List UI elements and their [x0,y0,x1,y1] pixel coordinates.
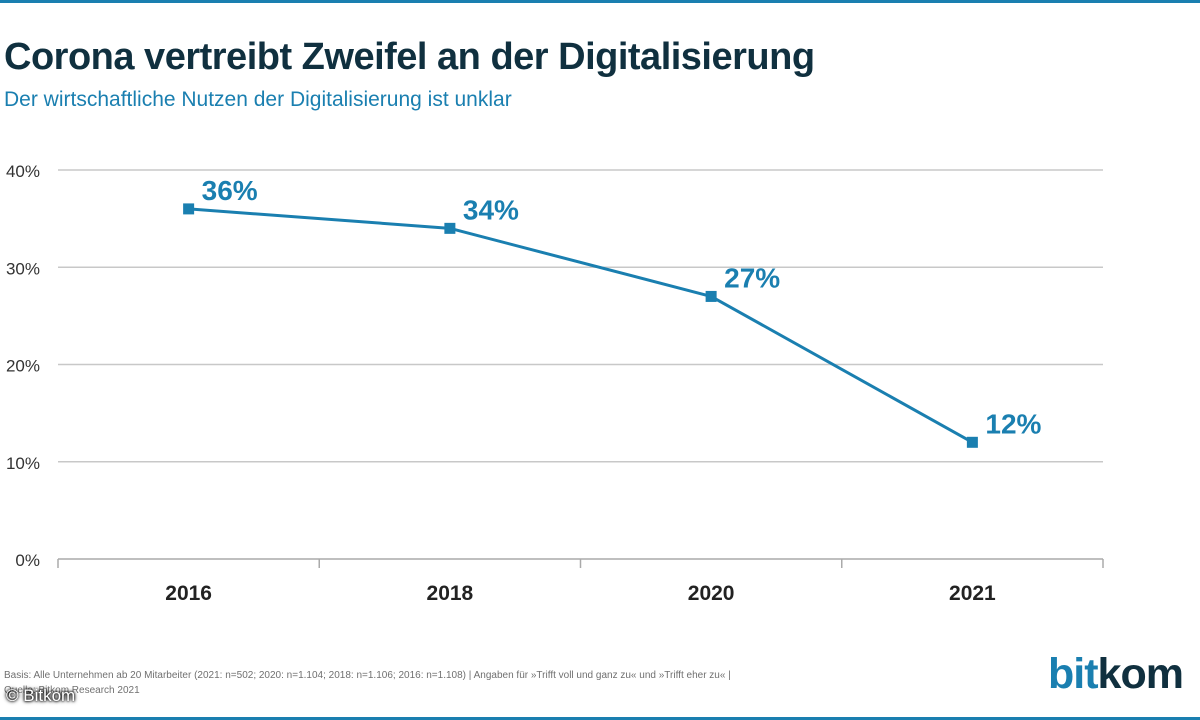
bitkom-logo: bitkom [1048,650,1184,699]
series-line [188,207,974,444]
top-border [0,0,1200,3]
x-tick-label: 2021 [949,582,996,605]
data-label: 12% [985,408,1041,439]
y-tick-label: 40% [6,162,40,181]
y-tick-label: 20% [6,357,40,376]
chart-subtitle: Der wirtschaftliche Nutzen der Digitalis… [4,88,512,111]
x-tick-label: 2016 [165,582,212,605]
x-tick-label: 2020 [688,582,735,605]
data-label: 36% [202,175,258,206]
data-point-marker [705,290,717,302]
data-point-marker [183,203,195,215]
label-layer: 36% 34% 27% 12% [202,175,1042,439]
grid-layer [58,169,1103,463]
data-point-marker [444,222,456,234]
axis-layer: 0% 10% 20% 30% 40% 2016 2018 2020 2021 [6,162,1104,605]
data-label: 34% [463,194,519,225]
footnote: Basis: Alle Unternehmen ab 20 Mitarbeite… [4,670,731,696]
logo-text-kom: kom [1097,650,1184,698]
line-chart: 0% 10% 20% 30% 40% 2016 2018 2020 2021 36% 34% 27%… [6,162,1104,605]
series-layer [183,203,978,448]
data-label: 27% [724,262,780,293]
data-point-marker [966,436,978,448]
x-tick-label: 2018 [427,582,474,605]
y-tick-label: 10% [6,454,40,473]
chart-title: Corona vertreibt Zweifel an der Digitali… [4,36,815,78]
copyright-notice: © Bitkom [6,686,76,705]
y-tick-label: 0% [15,551,40,570]
bottom-border [0,717,1200,720]
logo-text-bit: bit [1048,650,1099,698]
y-tick-label: 30% [6,259,40,278]
